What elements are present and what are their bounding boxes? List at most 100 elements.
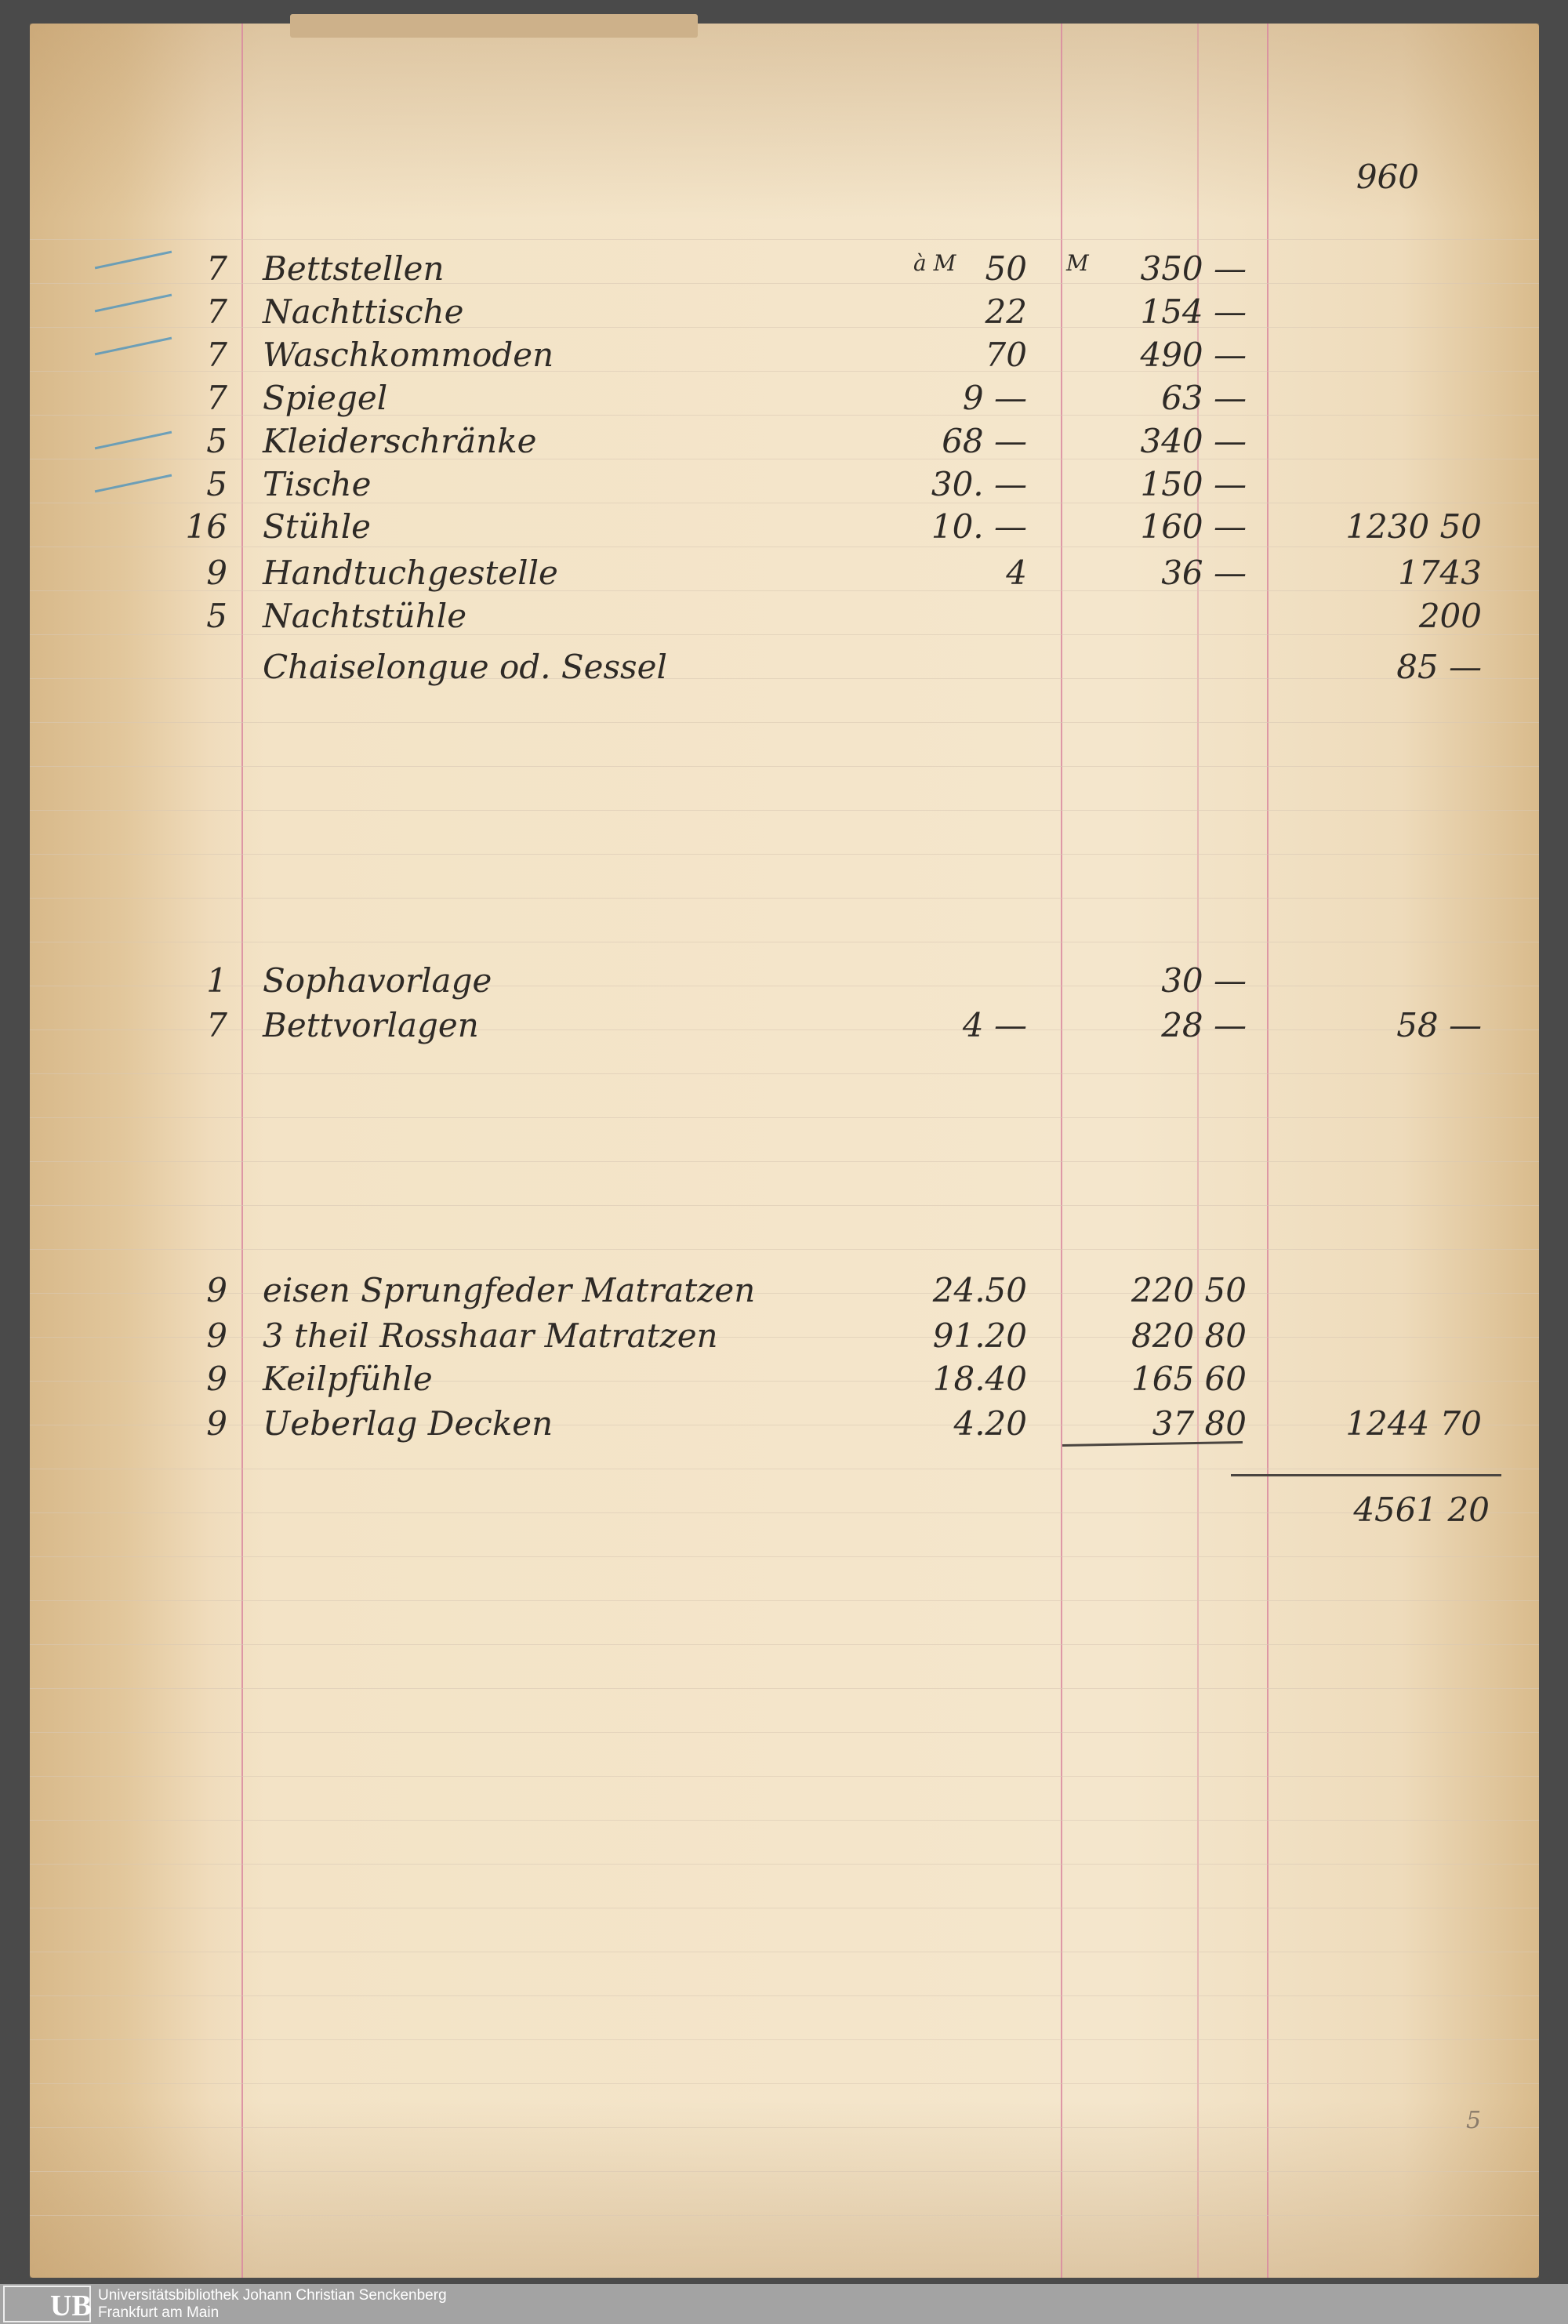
item-quantity: 5 xyxy=(206,597,227,635)
ruled-line xyxy=(30,898,1539,899)
item-quantity: 7 xyxy=(206,1006,227,1044)
item-quantity: 5 xyxy=(206,465,227,503)
ruled-line xyxy=(30,1161,1539,1162)
item-unit-price: 91.20 xyxy=(932,1316,1027,1355)
item-description: Bettstellen xyxy=(263,249,445,288)
ruled-line xyxy=(30,1293,1539,1294)
ruled-line xyxy=(30,1337,1539,1338)
item-description: Handtuchgestelle xyxy=(263,554,558,592)
item-total: 820 80 xyxy=(1131,1316,1247,1355)
item-description: Tische xyxy=(263,465,372,503)
item-unit-price: 4 — xyxy=(962,1006,1027,1044)
institution-city: Frankfurt am Main xyxy=(98,2304,220,2321)
item-description: Chaiselongue od. Sessel xyxy=(263,648,667,686)
item-total: 490 — xyxy=(1140,336,1247,374)
ruled-line xyxy=(30,1029,1539,1030)
item-unit-price: 22 xyxy=(985,292,1027,331)
item-description: Kleiderschränke xyxy=(263,422,537,460)
item-description: Keilpfühle xyxy=(263,1360,433,1398)
ruled-line xyxy=(30,766,1539,767)
ruled-line xyxy=(30,1864,1539,1865)
item-quantity: 9 xyxy=(206,1404,227,1443)
item-quantity: 9 xyxy=(206,1360,227,1398)
item-quantity: 7 xyxy=(206,292,227,331)
ruled-line xyxy=(30,2127,1539,2128)
column-rule xyxy=(1267,24,1269,2278)
logo-text: UB xyxy=(50,2290,92,2322)
item-unit-price: 70 xyxy=(985,336,1027,374)
section-subtotal: 200 xyxy=(1418,597,1482,635)
item-quantity: 7 xyxy=(206,379,227,417)
ruled-line xyxy=(30,239,1539,240)
ruled-line xyxy=(30,722,1539,723)
item-quantity: 9 xyxy=(206,1271,227,1309)
ruled-line xyxy=(30,1644,1539,1645)
item-description: Waschkommoden xyxy=(263,336,554,374)
ruled-line xyxy=(30,2039,1539,2040)
item-total: 30 — xyxy=(1161,961,1247,1000)
item-unit-price: 4.20 xyxy=(953,1404,1027,1443)
section-subtotal: 58 — xyxy=(1396,1006,1482,1044)
item-description: 3 theil Rosshaar Matratzen xyxy=(263,1316,718,1355)
ruled-line xyxy=(30,1117,1539,1118)
item-quantity: 5 xyxy=(206,422,227,460)
ruled-line xyxy=(30,1381,1539,1382)
ruled-line xyxy=(30,1600,1539,1601)
item-quantity: 9 xyxy=(206,554,227,592)
item-quantity: 7 xyxy=(206,249,227,288)
section-subtotal: 1230 50 xyxy=(1345,507,1482,546)
total-currency-mark: M xyxy=(1066,250,1089,276)
ruled-line xyxy=(30,634,1539,635)
item-quantity: 1 xyxy=(206,961,227,1000)
institution-name: Universitätsbibliothek Johann Christian … xyxy=(98,2287,447,2304)
ruled-line xyxy=(30,2083,1539,2084)
item-total: 36 — xyxy=(1161,554,1247,592)
item-description: Bettvorlagen xyxy=(263,1006,479,1044)
ruled-line xyxy=(30,371,1539,372)
item-total: 165 60 xyxy=(1131,1360,1247,1398)
item-unit-price: 18.40 xyxy=(932,1360,1027,1398)
ruled-line xyxy=(30,415,1539,416)
item-total: 150 — xyxy=(1140,465,1247,503)
item-unit-price: 24.50 xyxy=(932,1271,1027,1309)
paper-tab xyxy=(290,14,698,38)
ruled-line xyxy=(30,1205,1539,1206)
item-description: eisen Sprungfeder Matratzen xyxy=(263,1271,756,1309)
item-quantity: 9 xyxy=(206,1316,227,1355)
library-logo: UB xyxy=(3,2286,92,2322)
ruled-line xyxy=(30,810,1539,811)
ledger-page xyxy=(30,24,1539,2278)
item-unit-price: 50 xyxy=(985,249,1027,288)
ruled-line xyxy=(30,1995,1539,1996)
item-unit-price: 30. — xyxy=(931,465,1027,503)
page-mark: 5 xyxy=(1466,2107,1482,2134)
item-total: 28 — xyxy=(1161,1006,1247,1044)
ruled-line xyxy=(30,1512,1539,1513)
item-total: 160 — xyxy=(1140,507,1247,546)
item-quantity: 7 xyxy=(206,336,227,374)
item-total: 220 50 xyxy=(1131,1271,1247,1309)
section-subtotal: 1244 70 xyxy=(1345,1404,1482,1443)
item-total: 63 — xyxy=(1161,379,1247,417)
margin-rule xyxy=(241,24,243,2278)
ruled-line xyxy=(30,283,1539,284)
section-subtotal: 85 — xyxy=(1396,648,1482,686)
ruled-line xyxy=(30,678,1539,679)
top-note: 960 xyxy=(1356,158,1419,196)
item-description: Nachttische xyxy=(263,292,464,331)
unit-currency-mark: à M xyxy=(913,250,956,276)
item-unit-price: 68 — xyxy=(942,422,1027,460)
item-total: 350 — xyxy=(1140,249,1247,288)
item-unit-price: 4 xyxy=(1006,554,1027,592)
section-subtotal: 1743 xyxy=(1398,554,1482,592)
ruled-line xyxy=(30,2215,1539,2216)
footer-bar: UB Universitätsbibliothek Johann Christi… xyxy=(0,2284,1568,2324)
ruled-line xyxy=(30,854,1539,855)
item-description: Ueberlag Decken xyxy=(263,1404,554,1443)
grand-total: 4561 20 xyxy=(1353,1491,1490,1529)
item-description: Sophavorlage xyxy=(263,961,492,1000)
ruled-line xyxy=(30,1249,1539,1250)
item-description: Stühle xyxy=(263,507,372,546)
ruled-line xyxy=(30,1073,1539,1074)
ruled-line xyxy=(30,1820,1539,1821)
